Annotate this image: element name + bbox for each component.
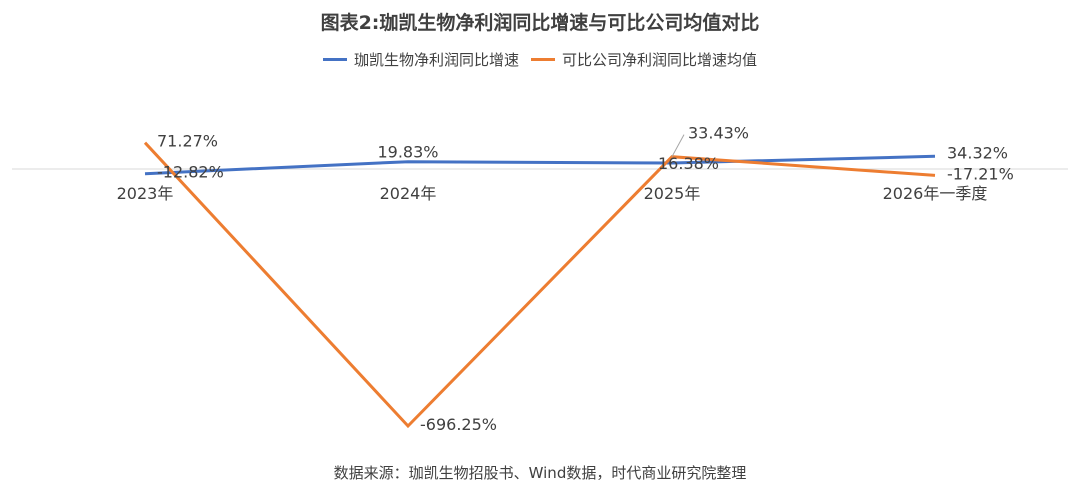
x-tick-label: 2023年 [117, 184, 174, 203]
legend: 珈凯生物净利润同比增速 可比公司净利润同比增速均值 [0, 49, 1080, 70]
data-label-series-1: 19.83% [377, 143, 438, 162]
x-tick-label: 2024年 [380, 184, 437, 203]
x-tick-label: 2026年一季度 [883, 184, 988, 203]
data-label-series-1: 16.38% [658, 154, 719, 173]
data-label-series-1: 34.32% [947, 143, 1008, 162]
legend-item-series-1: 珈凯生物净利润同比增速 [322, 49, 519, 70]
legend-swatch-series-1 [322, 58, 347, 61]
series-line-2 [143, 141, 936, 429]
data-label-series-2: 71.27% [157, 132, 218, 151]
source-note: 数据来源：珈凯生物招股书、Wind数据，时代商业研究院整理 [333, 464, 747, 482]
label-leader-line [671, 134, 685, 157]
x-tick-label: 2025年 [644, 184, 701, 203]
legend-label-series-2: 可比公司净利润同比增速均值 [562, 51, 758, 69]
legend-item-series-2: 可比公司净利润同比增速均值 [531, 49, 757, 70]
data-label-series-2: 33.43% [688, 124, 749, 143]
data-label-series-2: -17.21% [947, 164, 1014, 183]
legend-label-series-1: 珈凯生物净利润同比增速 [353, 51, 519, 69]
chart-title: 图表2:珈凯生物净利润同比增速与可比公司均值对比 [320, 12, 760, 34]
data-label-series-1: -12.82% [157, 163, 224, 182]
data-label-series-2: -696.25% [420, 415, 497, 434]
series-line-1 [144, 154, 936, 176]
legend-swatch-series-2 [531, 58, 555, 61]
